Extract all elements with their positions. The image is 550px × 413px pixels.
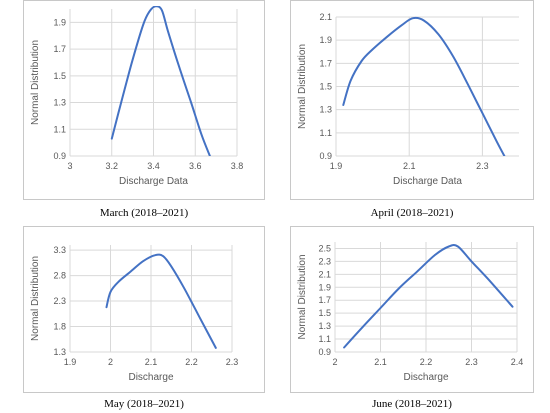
june-x-tick-label: 2.2 — [420, 357, 433, 367]
chart-panel-may: 1.9 2 2.1 2.2 2.3 1.3 1.8 2.3 2.8 3.3 Discharge Nor… — [23, 226, 265, 393]
chart-june: 2 2.1 2.2 2.3 2.4 0.9 1.1 1.3 1.5 1.7 1.9 2.1 2.3 2.5… — [297, 242, 524, 383]
may-y-tick-label: 2.3 — [53, 296, 66, 306]
april-y-tick-label: 1.1 — [319, 128, 332, 138]
march-x-tick-label: 3.2 — [105, 161, 118, 171]
march-x-tick-label: 3.4 — [147, 161, 160, 171]
june-x-tick-label: 2.1 — [374, 357, 387, 367]
march-y-tick-label: 1.5 — [53, 71, 66, 81]
may-y-tick-label: 1.8 — [53, 322, 66, 332]
may-y-tick-label: 2.8 — [53, 271, 66, 281]
chart-may: 1.9 2 2.1 2.2 2.3 1.3 1.8 2.3 2.8 3.3 Discharge Nor… — [30, 245, 239, 383]
march-x-axis-label: Discharge Data — [119, 176, 188, 187]
may-y-axis-label: Normal Distribution — [30, 256, 41, 341]
may-x-tick-label: 2.2 — [185, 357, 198, 367]
chart-april: 1.9 2.1 2.3 0.9 1.1 1.3 1.5 1.7 1.9 2.1 Discharge … — [297, 12, 519, 187]
march-y-tick-label: 0.9 — [53, 151, 66, 161]
march-x-tick-label: 3.8 — [231, 161, 244, 171]
april-x-tick-label: 1.9 — [330, 161, 343, 171]
april-y-axis-label: Normal Distribution — [297, 44, 308, 129]
april-y-tick-label: 1.7 — [319, 58, 332, 68]
may-x-tick-label: 2 — [108, 357, 113, 367]
may-x-tick-label: 2.1 — [145, 357, 158, 367]
march-x-tick-label: 3.6 — [189, 161, 202, 171]
june-x-tick-label: 2.4 — [511, 357, 524, 367]
may-series-line — [105, 253, 217, 349]
april-x-axis-label: Discharge Data — [393, 176, 462, 187]
chart-march: 3 3.2 3.4 3.6 3.8 0.9 1.1 1.3 1.5 1.7 1.9 Discharge… — [30, 6, 244, 187]
march-y-tick-label: 1.3 — [53, 98, 66, 108]
march-x-tick-label: 3 — [67, 161, 72, 171]
june-y-tick-label: 2.1 — [318, 269, 331, 279]
june-x-tick-label: 2.3 — [465, 357, 478, 367]
april-y-tick-label: 1.5 — [319, 82, 332, 92]
march-series-line — [110, 6, 211, 156]
april-y-tick-label: 2.1 — [319, 12, 332, 22]
caption-may: May (2018–2021) — [104, 398, 184, 410]
june-y-tick-label: 1.1 — [318, 334, 331, 344]
june-y-tick-label: 1.7 — [318, 295, 331, 305]
june-x-axis-label: Discharge — [403, 372, 448, 383]
march-y-tick-label: 1.7 — [53, 44, 66, 54]
june-y-tick-label: 0.9 — [318, 347, 331, 357]
april-series-line — [342, 16, 506, 156]
april-x-tick-label: 2.3 — [476, 161, 489, 171]
june-y-tick-label: 1.9 — [318, 282, 331, 292]
june-series-line — [343, 244, 514, 349]
april-x-tick-label: 2.1 — [403, 161, 416, 171]
april-y-tick-label: 1.3 — [319, 105, 332, 115]
may-y-tick-label: 3.3 — [53, 245, 66, 255]
june-y-tick-label: 1.3 — [318, 321, 331, 331]
caption-march: March (2018–2021) — [99, 207, 189, 219]
chart-panel-june: 2 2.1 2.2 2.3 2.4 0.9 1.1 1.3 1.5 1.7 1.9 2.1 2.3 2.5… — [290, 226, 534, 393]
caption-april: April (2018–2021) — [370, 207, 454, 219]
june-y-tick-label: 2.3 — [318, 256, 331, 266]
june-y-axis-label: Normal Distribution — [297, 254, 308, 339]
june-x-tick-label: 2 — [332, 357, 337, 367]
may-x-axis-label: Discharge — [128, 372, 173, 383]
may-y-tick-label: 1.3 — [53, 347, 66, 357]
march-y-axis-label: Normal Distribution — [30, 40, 41, 125]
chart-panel-march: 3 3.2 3.4 3.6 3.8 0.9 1.1 1.3 1.5 1.7 1.9 Discharge… — [23, 0, 265, 200]
march-y-tick-label: 1.9 — [53, 17, 66, 27]
caption-june: June (2018–2021) — [372, 398, 452, 410]
april-y-tick-label: 1.9 — [319, 35, 332, 45]
may-x-tick-label: 1.9 — [64, 357, 77, 367]
june-y-tick-label: 2.5 — [318, 243, 331, 253]
chart-panel-april: 1.9 2.1 2.3 0.9 1.1 1.3 1.5 1.7 1.9 2.1 Discharge … — [290, 0, 534, 200]
march-y-tick-label: 1.1 — [53, 124, 66, 134]
april-y-tick-label: 0.9 — [319, 151, 332, 161]
may-x-tick-label: 2.3 — [226, 357, 239, 367]
june-y-tick-label: 1.5 — [318, 308, 331, 318]
